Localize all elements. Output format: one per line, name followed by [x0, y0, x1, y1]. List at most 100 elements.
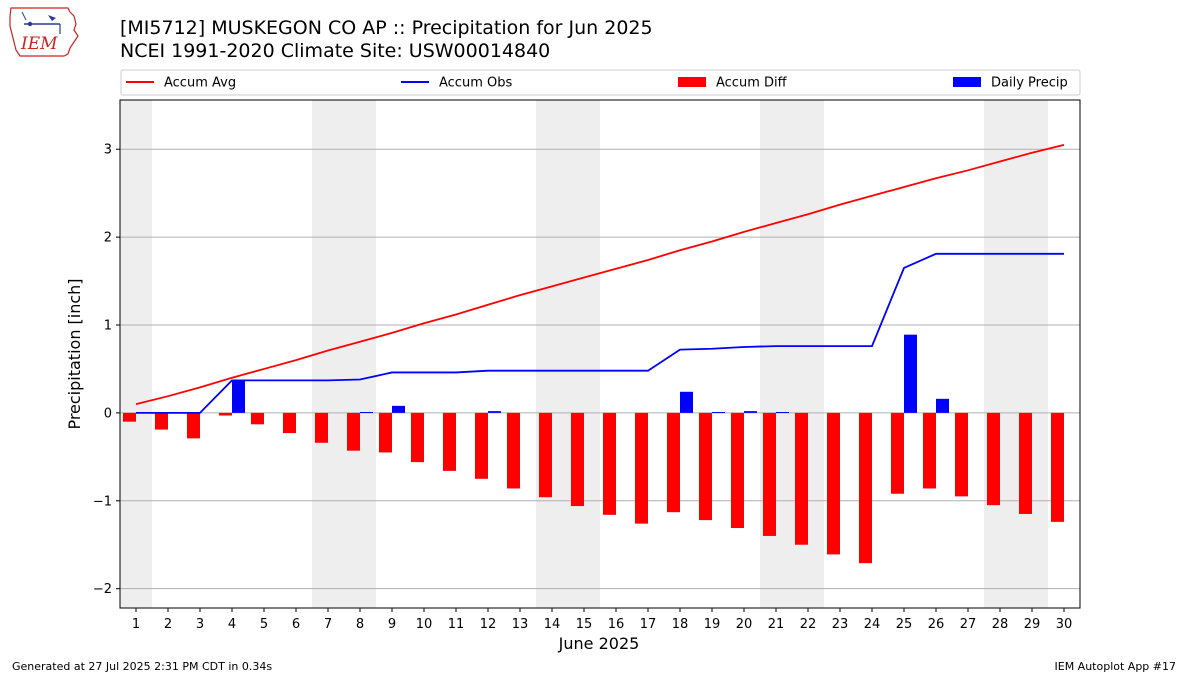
accum-diff-bar [763, 412, 776, 536]
x-tick-label: 27 [960, 617, 977, 632]
accum-diff-bar [859, 412, 872, 564]
weekend-band [120, 100, 152, 608]
accum-obs-line [136, 252, 1064, 414]
accum-diff-bar [699, 412, 712, 521]
weekend-band [536, 100, 568, 608]
weekend-band [344, 100, 376, 608]
accum-diff-bar [891, 412, 904, 494]
chart-title: [MI5712] MUSKEGON CO AP :: Precipitation… [120, 17, 653, 39]
x-tick-label: 30 [1056, 617, 1073, 632]
x-tick-label: 26 [928, 617, 945, 632]
x-tick-label: 29 [1024, 617, 1041, 632]
daily-precip-bar [904, 334, 917, 413]
accum-diff-bar [283, 412, 296, 434]
x-axis-ticks: 1 2 3 4 5 6 7 8 9 10 11 12 13 14 15 16 17 18 19 20 21 22 23 24 2… [132, 608, 1072, 632]
legend-label-accum-avg: Accum Avg [164, 76, 236, 91]
daily-precip-bar [680, 391, 693, 413]
x-tick-label: 15 [576, 617, 593, 632]
daily-precip-bar [488, 411, 501, 413]
accum-diff-bar [987, 412, 1000, 506]
accum-diff-bar [955, 412, 968, 497]
y-tick-label: 0 [104, 406, 112, 421]
accum-diff-bar [507, 412, 520, 489]
accum-diff-bar [443, 412, 456, 471]
y-tick-label: 3 [104, 143, 112, 158]
x-tick-label: 17 [640, 617, 657, 632]
y-axis-label: Precipitation [inch] [65, 278, 84, 429]
weekend-band [984, 100, 1016, 608]
daily-precip-bar [712, 412, 725, 414]
y-tick-label: 2 [104, 231, 112, 246]
plot-frame [119, 99, 1081, 609]
accum-diff-bar [731, 412, 744, 529]
accum-diff-bar [251, 412, 264, 425]
weekend-band [568, 100, 600, 608]
x-tick-label: 24 [864, 617, 881, 632]
accum-diff-bar [603, 412, 616, 515]
x-tick-label: 25 [896, 617, 913, 632]
x-tick-label: 28 [992, 617, 1009, 632]
legend-frame [120, 69, 1081, 96]
accum-diff-bar [571, 412, 584, 507]
x-tick-label: 16 [608, 617, 625, 632]
accum-diff-bar [187, 412, 200, 439]
daily-precip-bar [392, 405, 405, 413]
x-tick-label: 12 [480, 617, 497, 632]
accum-diff-bar [1019, 412, 1032, 514]
accum-diff-bar [475, 412, 488, 479]
x-tick-label: 18 [672, 617, 689, 632]
x-tick-label: 1 [132, 617, 140, 632]
legend-label-accum-obs: Accum Obs [439, 76, 512, 91]
y-axis-ticks: −2 −1 0 1 2 3 [93, 143, 120, 597]
x-tick-label: 7 [324, 617, 332, 632]
x-tick-label: 10 [416, 617, 433, 632]
y-tick-label: −2 [93, 582, 112, 597]
x-tick-label: 22 [800, 617, 817, 632]
logo-text: IEM [20, 34, 58, 54]
accum-diff-bar [379, 412, 392, 453]
weekend-band [1016, 100, 1048, 608]
y-tick-label: −1 [93, 494, 112, 509]
accum-diff-bar [315, 412, 328, 443]
app-label: IEM Autoplot App #17 [1054, 660, 1177, 673]
legend-swatch-daily-precip [953, 77, 981, 87]
legend: Accum Avg Accum Obs Accum Diff Daily Precip [120, 69, 1081, 96]
bars [123, 334, 1064, 564]
x-tick-label: 5 [260, 617, 268, 632]
x-tick-label: 2 [164, 617, 172, 632]
x-tick-label: 3 [196, 617, 204, 632]
accum-diff-bar [411, 412, 424, 463]
legend-label-daily-precip: Daily Precip [991, 76, 1068, 91]
accum-diff-bar [155, 412, 168, 430]
x-tick-label: 13 [512, 617, 529, 632]
x-tick-label: 14 [544, 617, 561, 632]
x-tick-label: 8 [356, 617, 364, 632]
x-tick-label: 23 [832, 617, 849, 632]
iowa-state-outline-icon [9, 7, 79, 57]
accum-diff-bar [347, 412, 360, 451]
lines [135, 143, 1065, 414]
accum-diff-bar [827, 412, 840, 555]
iem-logo: IEM [9, 7, 79, 57]
x-tick-label: 6 [292, 617, 300, 632]
accum-diff-bar [923, 412, 936, 489]
accum-diff-bar [123, 412, 136, 422]
x-tick-label: 4 [228, 617, 236, 632]
accum-diff-bar [667, 412, 680, 513]
accum-diff-bar [1051, 412, 1064, 522]
x-tick-label: 20 [736, 617, 753, 632]
daily-precip-bar [744, 411, 757, 413]
accum-avg-line [135, 143, 1065, 405]
accum-diff-bar [219, 412, 232, 416]
accum-diff-bar [635, 412, 648, 524]
accum-diff-bar [795, 412, 808, 545]
generated-timestamp: Generated at 27 Jul 2025 2:31 PM CDT in … [12, 660, 273, 673]
daily-precip-bar [936, 398, 949, 413]
x-tick-label: 21 [768, 617, 785, 632]
x-tick-label: 19 [704, 617, 721, 632]
gridlines [120, 148, 1080, 590]
daily-precip-bar [360, 412, 373, 414]
daily-precip-bar [776, 412, 789, 414]
y-tick-label: 1 [104, 318, 112, 333]
